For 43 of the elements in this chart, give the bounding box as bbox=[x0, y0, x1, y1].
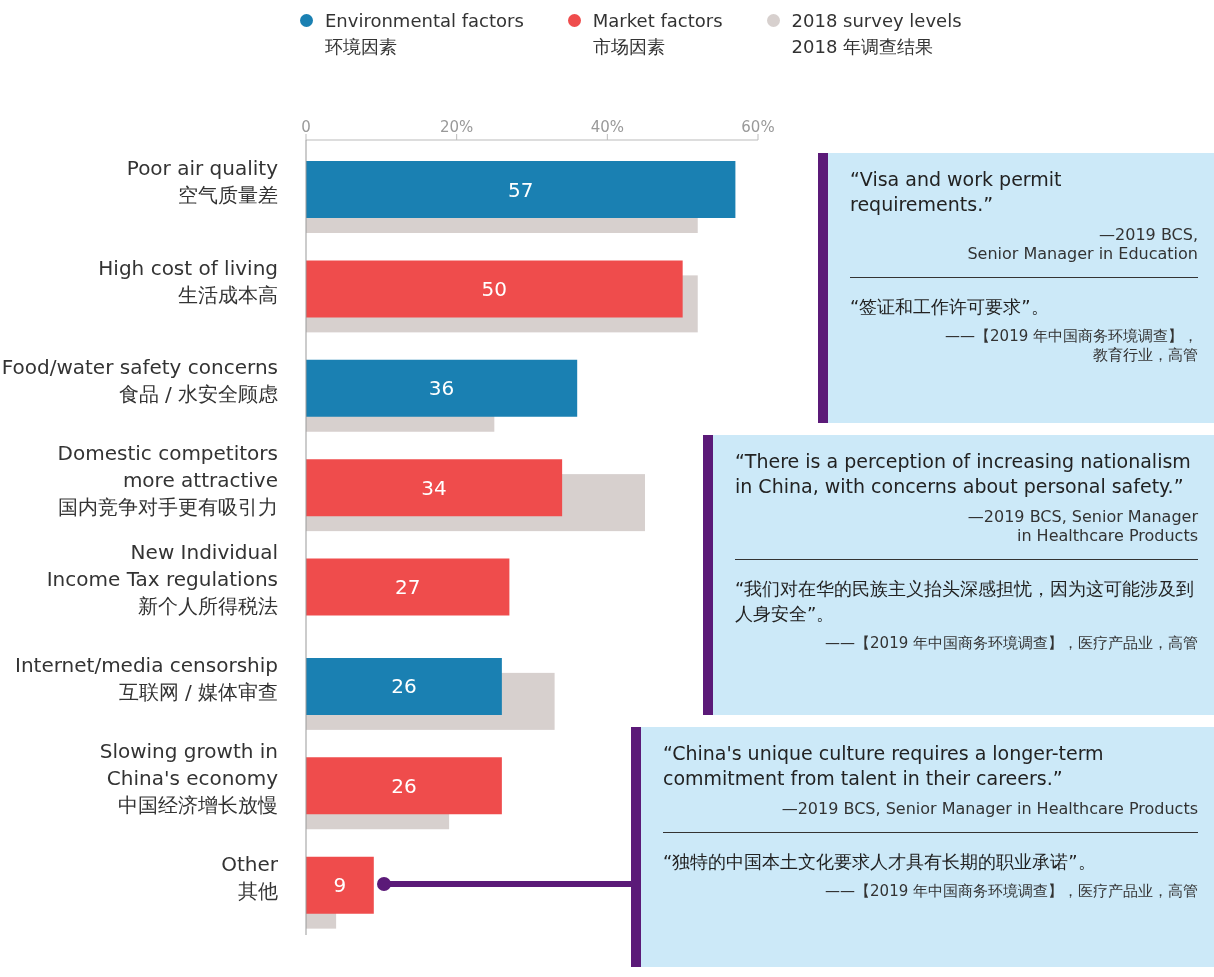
data-label: 27 bbox=[394, 575, 421, 600]
data-label: 57 bbox=[507, 177, 534, 202]
bar bbox=[306, 359, 578, 417]
text: “Visa and work permit requirements.” bbox=[850, 167, 1063, 217]
x-tick-label: 20% bbox=[439, 118, 474, 136]
legend-label: Market factors 市场因素 bbox=[592, 9, 723, 59]
y-tick-label: Domestic competitors more attractive 国内竞争对手更有吸引力 bbox=[57, 440, 278, 519]
bar bbox=[306, 161, 736, 218]
text: ——【2019 年中国商务环境调查】，医疗产品业，高管 bbox=[824, 634, 1198, 653]
data-label: 26 bbox=[391, 674, 417, 699]
text: ——【2019 年中国商务环境调查】，医疗产品业，高管 bbox=[824, 882, 1198, 901]
x-tick-label: 0 bbox=[301, 118, 311, 136]
legend-label: 2018 survey levels 2018 年调查结果 bbox=[791, 9, 962, 59]
bar bbox=[306, 856, 374, 914]
y-tick-label: Other 其他 bbox=[221, 851, 279, 903]
annotation: “There is a perception of increasing nationalism in China, with concerns about personal safety.” bbox=[735, 449, 1192, 499]
bar bbox=[306, 260, 683, 318]
x-tick-label: 60% bbox=[741, 118, 775, 136]
y-tick-label: Internet/media censorship 互联网 / 媒体审查 bbox=[14, 653, 278, 705]
text: —2019 BCS, Senior Manager in Education bbox=[966, 225, 1198, 263]
y-tick-label: Food/water safety concerns 食品 / 水安全顾虑 bbox=[1, 354, 278, 406]
y-tick-label: New Individual Income Tax regulations 新个人所得税法 bbox=[46, 540, 278, 619]
text: —2019 BCS, Senior Manager in Healthcare Products bbox=[966, 507, 1198, 545]
data-label: 34 bbox=[421, 475, 447, 500]
annotation: “独特的中国本土文化要求人才具有长期的职业承诺”。 bbox=[663, 832, 1198, 874]
text: —2019 BCS, Senior Manager in Healthcare Products bbox=[780, 799, 1198, 818]
bar bbox=[306, 558, 510, 616]
annotation: “我们对在华的民族主义抬头深感担忧，因为这可能涉及到人身安全”。 bbox=[735, 559, 1198, 626]
y-tick-label: Slowing growth in China's economy 中国经济增长放慢 bbox=[99, 738, 279, 817]
legend-label: Environmental factors 环境因素 bbox=[325, 9, 524, 59]
data-label: 9 bbox=[333, 873, 347, 898]
bar bbox=[306, 657, 502, 715]
y-tick-label: Poor air quality 空气质量差 bbox=[126, 156, 279, 208]
y-tick-label: High cost of living 生活成本高 bbox=[98, 255, 278, 307]
text: “签证和工作许可要求”。 bbox=[850, 277, 1198, 319]
data-label: 36 bbox=[428, 376, 455, 401]
annotation: “China's unique culture requires a longer-term commitment from talent in their careers.” bbox=[663, 741, 1105, 791]
data-label: 26 bbox=[391, 773, 417, 798]
bar bbox=[306, 459, 563, 517]
text: ——【2019 年中国商务环境调查】，教育行业，高管 bbox=[944, 327, 1198, 365]
x-tick-label: 40% bbox=[590, 118, 625, 136]
data-label: 50 bbox=[481, 276, 508, 301]
bar bbox=[306, 757, 502, 815]
